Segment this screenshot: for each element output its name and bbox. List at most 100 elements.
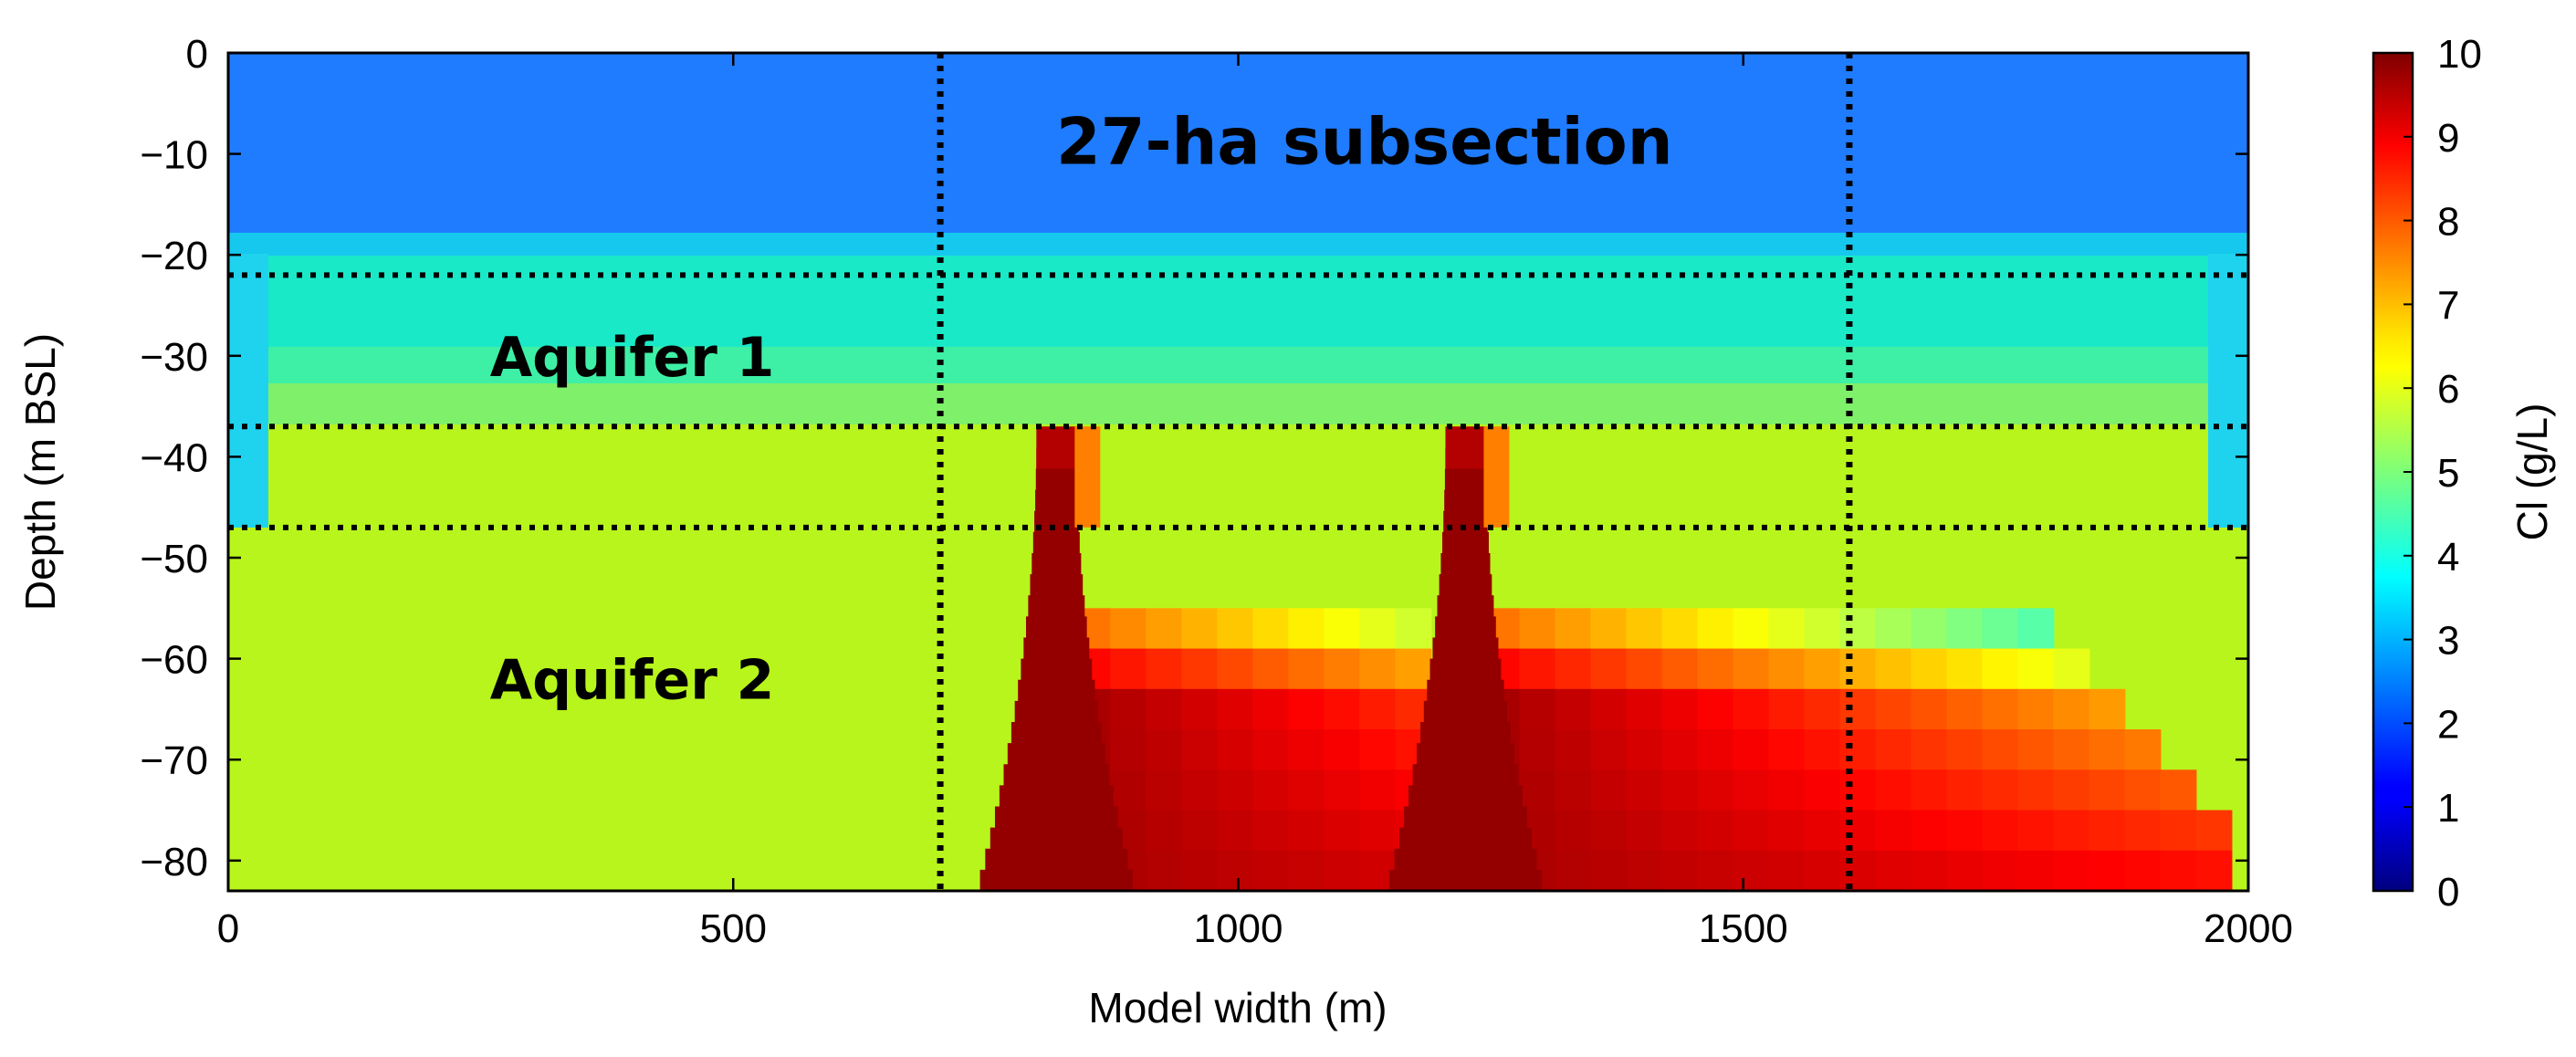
plume-column-segment [1023, 637, 1090, 660]
plume-column-segment [1011, 721, 1102, 745]
plume-cell [1875, 608, 1912, 650]
plume-cell [1519, 648, 1556, 690]
plume-cell [2089, 688, 2126, 731]
plume-cell [1217, 729, 1254, 771]
plume-column-segment [1412, 764, 1519, 787]
plume-cell [1839, 729, 1877, 771]
colorbar: 0 1 2 3 4 5 6 7 8 9 10 Cl (g/L) [2372, 32, 2556, 915]
plume-cell [1804, 608, 1841, 650]
subsection-annotation: 27-ha subsection [1056, 105, 1673, 180]
plume-cell [1217, 850, 1254, 891]
heatmap-field [228, 53, 2248, 891]
plume-cell [1395, 648, 1432, 690]
plume-cell [1324, 769, 1361, 811]
plume-cell [1768, 688, 1806, 731]
plume-cell [1768, 769, 1806, 811]
plume-cell [1590, 608, 1628, 650]
plume-cell [1359, 729, 1397, 771]
plume-cell [1733, 608, 1770, 650]
plume-cell [1555, 648, 1592, 690]
plume-column-segment [1394, 848, 1537, 871]
plume-cell [1555, 729, 1592, 771]
plume-column-segment [979, 869, 1134, 891]
plume-cell [1733, 769, 1770, 811]
plume-cell [1911, 729, 1948, 771]
plume-column-segment [1028, 595, 1085, 618]
plume-column-segment [1034, 510, 1079, 533]
plume-cell [2053, 729, 2090, 771]
plume-cell [1697, 688, 1734, 731]
plume-cell [1804, 769, 1841, 811]
plume-cell [1661, 850, 1699, 891]
plume-column-segment [985, 848, 1128, 871]
plume-cell [1946, 769, 1984, 811]
plume-cell [1252, 769, 1290, 811]
plume-cell [1875, 850, 1912, 891]
plume-cell [1146, 688, 1183, 731]
plume-cell [1555, 688, 1592, 731]
y-axis-ticks: 0 −10 −20 −30 −40 −50 −60 −70 −80 [140, 32, 2248, 884]
plume-cell [1839, 688, 1877, 731]
plume-cell [1697, 810, 1734, 852]
plume-cell [2124, 850, 2162, 891]
plume-cell [2124, 810, 2162, 852]
plume-cell [1146, 648, 1183, 690]
plume-column-segment [999, 785, 1114, 808]
colorbar-tick-label: 0 [2437, 870, 2459, 915]
plume-cell [1110, 688, 1147, 731]
plume-cell [1288, 688, 1325, 731]
plume-cell [2089, 850, 2126, 891]
plume-cell [1946, 688, 1984, 731]
plume-cell [1519, 769, 1556, 811]
plumes [979, 426, 2233, 891]
plume-cell [1804, 688, 1841, 731]
plume-cell [1661, 608, 1699, 650]
plume-cell [1697, 769, 1734, 811]
plume-cell [1288, 850, 1325, 891]
plume-cell [1875, 688, 1912, 731]
y-tick-label: 0 [186, 32, 208, 77]
plume-column-segment [1423, 700, 1508, 723]
plume-cell [2160, 769, 2197, 811]
plume-column-segment [1398, 827, 1533, 850]
plume-cell [1626, 729, 1663, 771]
plume-cell [1590, 769, 1628, 811]
plume-cell [1768, 729, 1806, 771]
plume-cell [1982, 688, 2019, 731]
plume-cell [1181, 608, 1219, 650]
y-tick-label: −40 [140, 435, 208, 480]
plume-cell [1733, 648, 1770, 690]
plume-cell [2195, 850, 2233, 891]
plume-column-segment [1439, 574, 1492, 597]
plume-column-segment [1404, 806, 1527, 829]
y-tick-label: −20 [140, 234, 208, 278]
plume-cell [1804, 810, 1841, 852]
plume-cell [2089, 729, 2126, 771]
plume-cell [1555, 769, 1592, 811]
plume-column-segment [1444, 489, 1487, 512]
plume-cell [1146, 810, 1183, 852]
plume-cell [1911, 608, 1948, 650]
plume-cell [1590, 729, 1628, 771]
plume-cell [2089, 769, 2126, 811]
x-tick-label: 0 [217, 906, 239, 951]
plume-cell [1146, 769, 1183, 811]
x-tick-label: 1000 [1194, 906, 1283, 951]
plume-cell [1946, 648, 1984, 690]
plume-cell [1661, 648, 1699, 690]
plume-cell [1768, 648, 1806, 690]
plume-column-segment [994, 806, 1118, 829]
plume-cell [1982, 608, 2019, 650]
plume-column-segment [1036, 447, 1077, 470]
plume-cell [1324, 648, 1361, 690]
right-edge-column [2208, 254, 2248, 528]
x-tick-label: 1500 [1699, 906, 1788, 951]
plume-cell [1875, 729, 1912, 771]
plume-column-segment [1035, 468, 1077, 491]
plume-cell [1804, 648, 1841, 690]
plume-cell [1252, 608, 1290, 650]
plume-cell [2195, 810, 2233, 852]
plume-cell [1217, 688, 1254, 731]
x-tick-label: 500 [700, 906, 767, 951]
plume-column-segment [1032, 531, 1080, 554]
